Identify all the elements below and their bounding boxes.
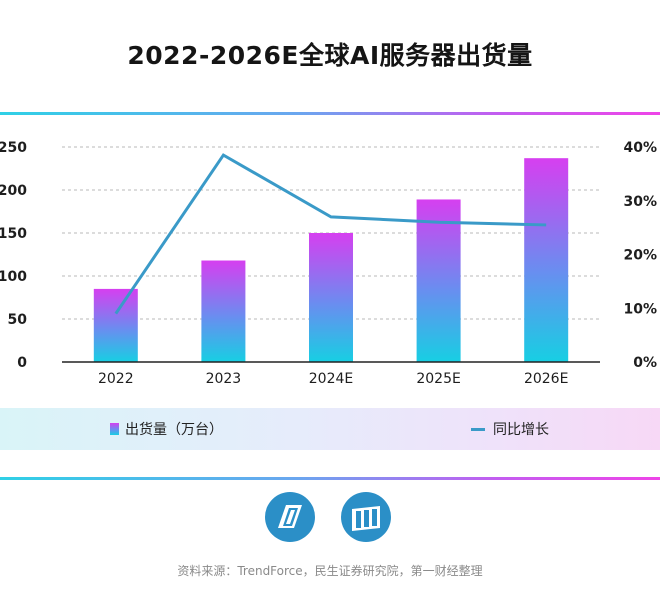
top-divider <box>0 112 660 115</box>
bar-2025E <box>416 199 461 362</box>
x-tick-label: 2025E <box>416 371 460 387</box>
y-left-tick-label: 50 <box>8 312 28 328</box>
y-right-tick-label: 30% <box>623 194 657 210</box>
tick-labels: 0 50 100 150 200 250 0% 10% 20% 30% 40% 2022 2023 202… <box>0 140 657 387</box>
growth-line <box>114 153 547 315</box>
y-left-tick-label: 150 <box>0 226 27 242</box>
x-tick-label: 2024E <box>309 371 353 387</box>
bar-2024E <box>309 233 353 362</box>
trendforce-logo-icon <box>264 491 316 543</box>
x-tick-label: 2026E <box>524 371 568 387</box>
growth-line-series <box>114 153 547 315</box>
legend-label-growth: 同比增长 <box>493 422 549 438</box>
chart-plot: 0 50 100 150 200 250 0% 10% 20% 30% 40% 2022 2023 202… <box>0 140 657 387</box>
securities-logo-icon <box>340 491 392 543</box>
y-left-tick-label: 0 <box>17 355 27 371</box>
legend-bar-swatch <box>110 423 119 435</box>
bottom-divider <box>0 477 660 480</box>
source-note: 资料来源：TrendForce，民生证券研究院，第一财经整理 <box>177 564 483 578</box>
bar-series <box>93 158 569 362</box>
legend: 出货量（万台） 同比增长 <box>0 408 660 450</box>
chart-title: 2022-2026E全球AI服务器出货量 <box>127 41 533 70</box>
legend-item-growth: 同比增长 <box>471 408 549 450</box>
legend-label-shipments: 出货量（万台） <box>125 422 223 438</box>
y-right-tick-label: 40% <box>623 140 657 156</box>
y-left-tick-label: 250 <box>0 140 27 156</box>
bar-2022 <box>93 288 138 362</box>
x-tick-label: 2023 <box>206 371 242 387</box>
legend-line-swatch <box>471 427 485 431</box>
bar-2026E <box>524 158 569 362</box>
y-right-tick-label: 0% <box>633 355 657 371</box>
y-left-tick-label: 200 <box>0 183 27 199</box>
bar-2023 <box>201 260 246 362</box>
y-right-tick-label: 20% <box>623 248 657 264</box>
y-left-tick-label: 100 <box>0 269 27 285</box>
legend-item-shipments: 出货量（万台） <box>110 408 223 450</box>
x-tick-label: 2022 <box>98 371 134 387</box>
y-right-tick-label: 10% <box>623 301 657 317</box>
